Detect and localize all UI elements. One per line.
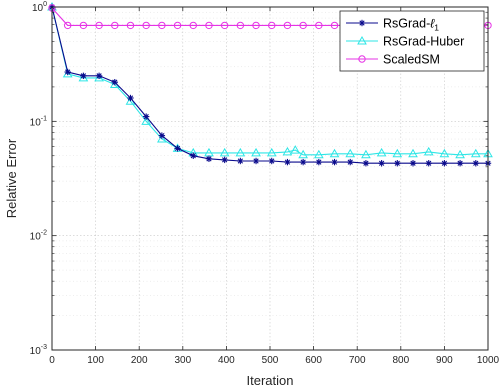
- data-point: [141, 116, 152, 125]
- legend-label: ScaledSM: [383, 53, 440, 67]
- data-point: [361, 149, 371, 159]
- x-tick-label: 900: [436, 355, 453, 366]
- data-point: [111, 78, 118, 86]
- data-point: [220, 21, 229, 30]
- x-tick-label: 700: [349, 355, 366, 366]
- data-point: [313, 149, 324, 159]
- data-point: [111, 21, 119, 30]
- series-asterisk: [48, 3, 492, 167]
- x-tick-label: 300: [174, 355, 191, 366]
- data-point: [362, 160, 370, 167]
- data-point: [158, 21, 166, 30]
- data-point: [174, 145, 181, 152]
- data-point: [79, 21, 88, 30]
- data-point: [221, 156, 228, 164]
- data-point: [284, 158, 291, 166]
- data-point: [345, 148, 356, 158]
- data-point: [157, 134, 167, 143]
- x-tick-label: 200: [131, 355, 148, 366]
- data-point: [331, 158, 338, 166]
- data-point: [315, 158, 323, 166]
- x-tick-label: 600: [305, 355, 322, 366]
- data-point: [376, 147, 387, 157]
- x-axis-label: Iteration: [247, 373, 294, 388]
- legend-marker: [358, 55, 366, 63]
- data-point: [251, 147, 261, 157]
- x-tick-label: 800: [392, 355, 409, 366]
- data-point: [237, 157, 244, 165]
- data-point: [95, 21, 103, 30]
- y-axis-label: Relative Error: [4, 138, 19, 218]
- data-point: [347, 158, 354, 166]
- y-tick-label: 10-2: [30, 230, 47, 243]
- legend: RsGrad-ℓ1 RsGrad-Huber ScaledSM: [339, 10, 485, 72]
- y-tick-label: 10-1: [30, 115, 47, 128]
- data-point: [315, 21, 323, 30]
- data-point: [299, 21, 307, 30]
- data-point: [392, 148, 403, 158]
- data-point: [268, 21, 276, 30]
- data-point: [252, 21, 260, 30]
- data-point: [282, 146, 293, 156]
- data-point: [95, 72, 103, 80]
- x-tick-label: 100: [87, 355, 104, 366]
- data-point: [158, 132, 166, 139]
- legend-marker: [357, 35, 367, 45]
- data-point: [330, 21, 339, 30]
- x-tick-label: 0: [49, 355, 55, 366]
- data-point: [456, 160, 464, 167]
- data-point: [441, 160, 448, 167]
- x-tick-label: 1000: [477, 355, 500, 366]
- data-point: [205, 155, 213, 163]
- legend-label: RsGrad-Huber: [383, 35, 464, 49]
- legend-marker: [358, 19, 366, 27]
- y-tick-label: 10-3: [30, 344, 47, 357]
- data-point: [409, 160, 417, 167]
- legend-label: RsGrad-ℓ1: [383, 17, 439, 33]
- data-point: [378, 160, 385, 167]
- x-tick-label: 400: [218, 355, 235, 366]
- data-point: [268, 157, 275, 165]
- data-point: [470, 148, 481, 158]
- data-point: [236, 21, 245, 30]
- data-point: [219, 147, 230, 157]
- y-tick-label: 100: [32, 1, 47, 14]
- data-point: [408, 148, 418, 158]
- data-point: [64, 68, 71, 76]
- data-point: [252, 157, 260, 165]
- data-point: [299, 158, 307, 166]
- data-point: [235, 147, 246, 157]
- data-point: [472, 160, 479, 167]
- axis-ticks: 0 100 200 300 400 500 600 700 800 900 1000 10-3 10-2…: [30, 1, 500, 366]
- series-layer: [47, 1, 493, 167]
- data-point: [205, 21, 213, 30]
- data-point: [394, 160, 401, 167]
- data-point: [329, 148, 340, 158]
- data-point: [283, 21, 292, 30]
- data-point: [142, 113, 150, 120]
- data-point: [266, 147, 277, 157]
- data-point: [423, 146, 434, 156]
- data-point: [439, 148, 450, 158]
- data-point: [190, 152, 197, 159]
- data-point: [290, 145, 301, 154]
- data-point: [425, 160, 432, 167]
- data-point: [63, 21, 72, 30]
- data-point: [126, 21, 135, 30]
- data-point: [173, 21, 182, 30]
- data-point: [189, 21, 197, 30]
- grid-lines: [52, 7, 488, 350]
- data-point: [80, 72, 87, 80]
- data-point: [455, 149, 465, 159]
- x-tick-label: 500: [262, 355, 279, 366]
- data-point: [142, 21, 150, 30]
- data-point: [298, 149, 308, 159]
- data-point: [127, 94, 134, 102]
